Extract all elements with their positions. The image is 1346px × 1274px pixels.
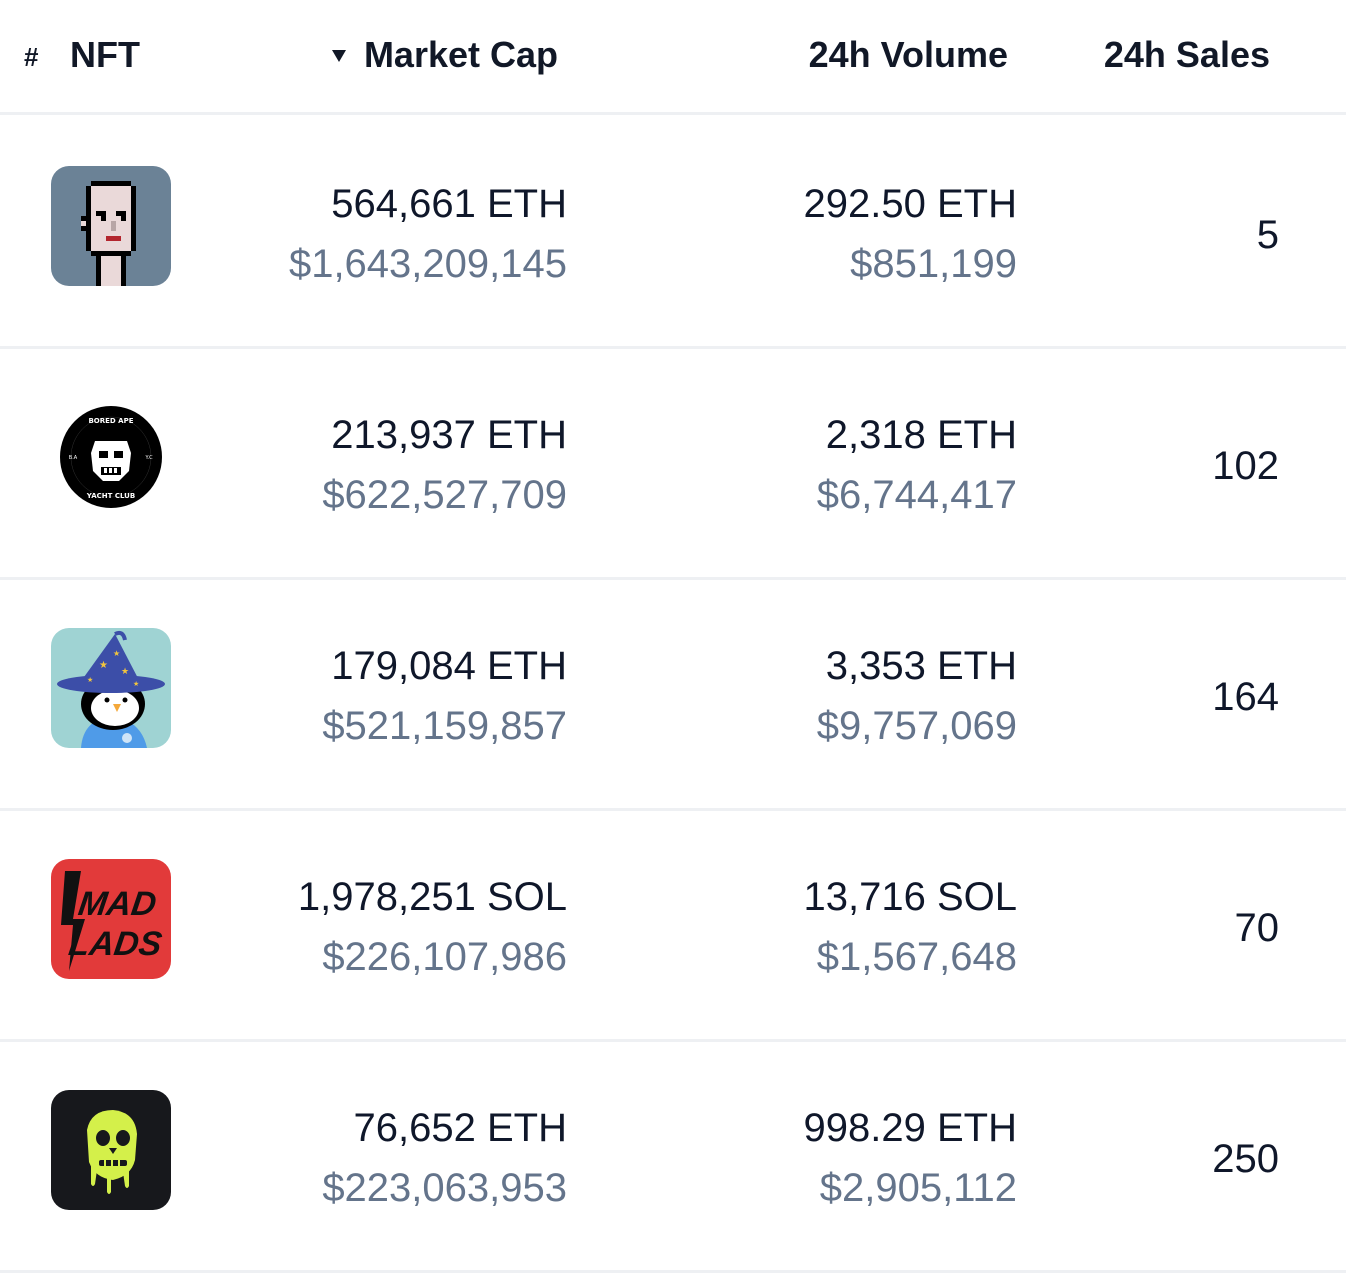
- sales-count: 5: [1256, 213, 1279, 257]
- bored-ape-yacht-club-logo-icon[interactable]: BORED APE YACHT CLUB B.A Y.C: [51, 397, 171, 517]
- sales-count: 70: [1234, 906, 1280, 950]
- svg-text:★: ★: [87, 676, 93, 684]
- volume-native: 13,716 SOL: [803, 875, 1018, 919]
- rank-column-header[interactable]: #: [24, 42, 39, 72]
- table-header: # NFT Market Cap 24h Volume 24h Sales: [0, 0, 1346, 115]
- volume-native: 2,318 ETH: [825, 413, 1017, 457]
- market-cap-native: 76,652 ETH: [353, 1106, 567, 1150]
- sales-count: 164: [1212, 675, 1279, 719]
- market-cap-usd: $1,643,209,145: [288, 242, 567, 286]
- market-cap-column-header[interactable]: Market Cap: [331, 28, 558, 82]
- pudgy-penguin-wizard-icon[interactable]: ★ ★ ★ ★ ★: [51, 628, 171, 748]
- market-cap-usd: $226,107,986: [322, 935, 567, 979]
- nft-column-header[interactable]: NFT: [70, 34, 140, 75]
- svg-text:BORED APE: BORED APE: [88, 417, 133, 425]
- volume-usd: $1,567,648: [816, 935, 1017, 979]
- sales-column-header[interactable]: 24h Sales: [1103, 34, 1270, 75]
- svg-text:MAD: MAD: [76, 885, 159, 923]
- market-cap-native: 564,661 ETH: [331, 182, 567, 226]
- market-cap-native: 213,937 ETH: [331, 413, 567, 457]
- svg-text:Y.C: Y.C: [144, 455, 153, 461]
- market-cap-usd: $622,527,709: [322, 473, 567, 517]
- mad-lads-logo-icon[interactable]: MAD LADS: [51, 859, 171, 979]
- table-row[interactable]: 564,661 ETH $1,643,209,145 292.50 ETH $8…: [0, 118, 1346, 349]
- volume-native: 3,353 ETH: [825, 644, 1017, 688]
- sales-count: 250: [1212, 1137, 1279, 1181]
- volume-usd: $851,199: [850, 242, 1017, 286]
- market-cap-native: 1,978,251 SOL: [297, 875, 567, 919]
- table-row[interactable]: ★ ★ ★ ★ ★ 179,084 ETH $521,159,857 3,353…: [0, 580, 1346, 811]
- svg-text:★: ★: [121, 667, 129, 677]
- market-cap-usd: $223,063,953: [322, 1166, 567, 1210]
- cryptopunk-avatar-icon[interactable]: [51, 166, 171, 286]
- market-cap-native: 179,084 ETH: [331, 644, 567, 688]
- sales-count: 102: [1212, 444, 1279, 488]
- mutant-ape-skull-icon[interactable]: [51, 1090, 171, 1210]
- svg-text:B.A: B.A: [69, 455, 78, 461]
- table-row[interactable]: BORED APE YACHT CLUB B.A Y.C 213,937 ETH…: [0, 349, 1346, 580]
- table-row[interactable]: MAD LADS 1,978,251 SOL $226,107,986 13,7…: [0, 811, 1346, 1042]
- volume-native: 998.29 ETH: [803, 1106, 1017, 1150]
- sort-descending-icon[interactable]: [331, 50, 346, 62]
- market-cap-usd: $521,159,857: [322, 704, 567, 748]
- svg-text:★: ★: [133, 680, 139, 688]
- table-row[interactable]: 76,652 ETH $223,063,953 998.29 ETH $2,90…: [0, 1042, 1346, 1273]
- volume-usd: $9,757,069: [816, 704, 1017, 748]
- volume-native: 292.50 ETH: [803, 182, 1017, 226]
- svg-text:YACHT CLUB: YACHT CLUB: [86, 492, 135, 500]
- market-cap-header-label: Market Cap: [363, 34, 558, 75]
- svg-text:★: ★: [113, 649, 120, 658]
- volume-usd: $2,905,112: [819, 1166, 1017, 1210]
- volume-usd: $6,744,417: [816, 473, 1017, 517]
- svg-text:LADS: LADS: [66, 925, 164, 963]
- svg-text:★: ★: [99, 660, 108, 671]
- volume-column-header[interactable]: 24h Volume: [808, 34, 1008, 75]
